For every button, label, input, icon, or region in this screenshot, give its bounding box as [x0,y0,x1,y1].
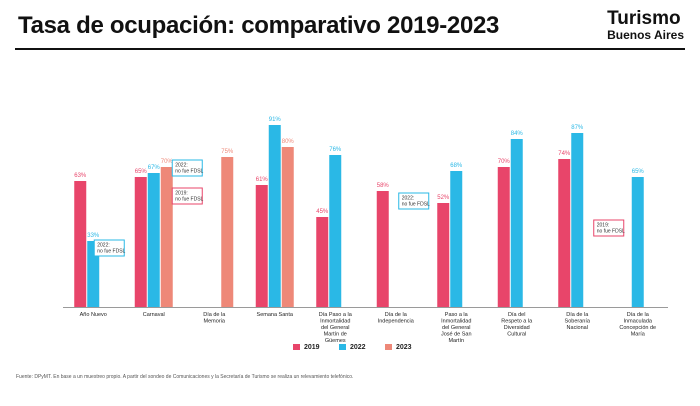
data-label-2022-7: 84% [511,131,524,137]
data-label-2022-6: 68% [450,163,463,169]
data-label-2019-7: 70% [498,159,511,165]
category-label-1: Carnaval [143,312,165,318]
note-text-2: 2019: no fue FDSL [175,191,203,203]
bar-2019-4 [316,217,329,307]
data-label-2019-1: 65% [135,169,148,175]
legend-swatch-2019 [293,344,300,350]
bar-2022-9 [631,177,644,307]
bar-2022-1 [147,173,160,307]
data-label-2022-4: 76% [329,147,342,153]
category-label-3: Semana Santa [257,312,294,318]
bar-2023-3 [281,147,294,307]
note-box-0: 2022: no fue FDSL [93,239,126,257]
legend-swatch-2023 [385,344,392,350]
category-label-2: Día de la Memoria [203,312,226,325]
data-label-2022-3: 91% [269,117,282,123]
page-title: Tasa de ocupación: comparativo 2019-2023 [18,12,500,39]
note-box-1: 2022: no fue FDSL [171,159,204,177]
data-label-2023-3: 80% [282,139,295,145]
note-text-4: 2019: no fue FDSL [597,223,625,235]
data-label-2022-9: 65% [632,169,645,175]
data-label-2022-8: 87% [571,125,584,131]
data-label-2022-0: 33% [87,233,100,239]
bar-2019-8 [558,159,571,307]
category-label-8: Día de la Soberanía Nacional [565,312,591,331]
category-label-4: Día Paso a la Inmortalidad del General Mart… [319,312,353,344]
note-frame-1 [171,159,203,177]
legend-label-2023: 2023 [396,344,412,351]
data-label-2019-5: 58% [377,183,390,189]
data-label-2023-1: 70% [161,159,174,165]
bar-2022-4 [329,155,342,307]
data-label-2019-0: 63% [74,173,87,179]
note-frame-2 [171,187,203,205]
category-label-0: Año Nuevo [80,312,107,318]
bar-2019-1 [134,177,147,307]
title-divider [15,48,685,50]
note-text-0: 2022: no fue FDSL [97,243,125,255]
bar-2019-3 [255,185,268,307]
logo-line1: Turismo [607,8,681,29]
bar-2022-6 [450,171,463,307]
bar-2019-7 [497,167,510,307]
note-text-3: 2022: no fue FDSL [402,196,430,208]
data-label-2019-8: 74% [558,151,571,157]
note-box-3: 2022: no fue FDSL [398,192,430,210]
legend-swatch-2022 [339,344,346,350]
source-note: Fuente: DPyMT. En base a un muestreo pro… [16,374,354,380]
bar-2022-7 [510,139,523,307]
bar-2022-0 [87,241,100,307]
note-text-1: 2022: no fue FDSL [175,163,203,175]
data-label-2019-6: 52% [437,195,450,201]
legend-label-2019: 2019 [304,344,320,351]
data-label-2022-1: 67% [148,165,161,171]
note-frame-0 [93,239,125,257]
turismo-logo: Turismo Buenos Aires [607,9,684,41]
legend-label-2022: 2022 [350,344,366,351]
category-label-5: Día de la Independencia [378,312,415,325]
data-label-2019-4: 45% [316,209,329,215]
category-label-7: Día del Respeto a la Diversidad Cultural [501,312,533,338]
data-label-2023-2: 75% [221,149,234,155]
bar-2022-8 [571,133,584,307]
note-box-2: 2019: no fue FDSL [171,187,204,205]
note-box-4: 2019: no fue FDSL [593,219,625,237]
bar-2023-2 [221,157,234,307]
bar-2023-1 [160,167,173,307]
bar-2019-5 [376,191,389,307]
category-label-9: Día de la Inmaculada Concepción de María [619,312,656,338]
logo-line2: Buenos Aires [607,28,684,42]
bar-2022-3 [268,125,281,307]
bar-2019-0 [74,181,87,307]
note-frame-4 [593,219,625,237]
note-frame-3 [398,192,430,210]
category-label-6: Paso a la Inmortalidad del General José de … [441,312,472,344]
bar-2019-6 [437,203,450,307]
data-label-2019-3: 61% [256,177,269,183]
